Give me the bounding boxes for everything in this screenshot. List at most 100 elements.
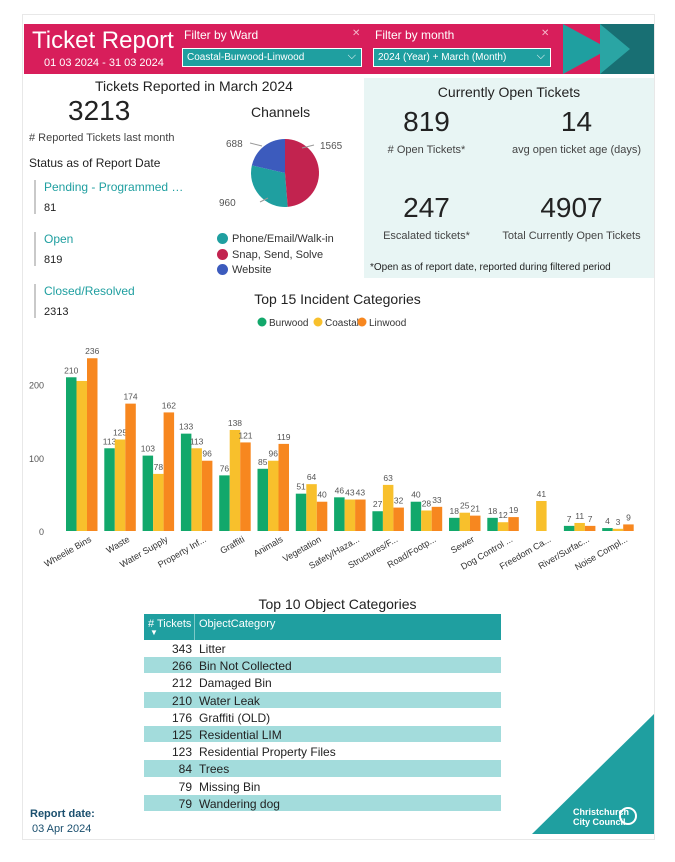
bar-value-label: 3 (616, 517, 621, 527)
bar-burwood (104, 448, 115, 531)
bar-coastal (382, 484, 394, 531)
legend-dot-icon (313, 317, 323, 327)
bar-value-label: 96 (269, 449, 279, 459)
cell-category: Residential LIM (199, 727, 282, 742)
table-row: 79 Missing Bin (144, 778, 501, 795)
bar-value-label: 236 (85, 346, 99, 356)
date-range: 01 03 2024 - 31 03 2024 (44, 57, 164, 69)
open-tickets-panel: Currently Open Tickets 819 # Open Ticket… (364, 78, 654, 278)
bar-burwood (449, 517, 460, 531)
bar-coastal (574, 522, 585, 531)
bar-value-label: 125 (113, 428, 127, 438)
ward-filter-select[interactable]: Coastal-Burwood-Linwood ⌵ (182, 48, 362, 67)
cell-tickets: 266 (171, 659, 192, 674)
bar-value-label: 32 (394, 496, 404, 506)
open-tickets-title: Currently Open Tickets (437, 84, 581, 100)
legend-label: Phone/Email/Walk-in (232, 233, 334, 245)
x-tick-label: Wheelie Bins (43, 534, 94, 569)
bar-value-label: 11 (575, 511, 584, 521)
bar-burwood (563, 525, 575, 531)
bar-chart-title: Top 15 Incident Categories (254, 291, 421, 307)
table-body: 343 Litter 266 Bin Not Collected 212 Damaged … (144, 640, 501, 812)
y-tick-label: 0 (39, 527, 44, 537)
bar-coastal (536, 500, 547, 531)
bar-linwood (316, 501, 328, 531)
bar-coastal (191, 448, 202, 531)
dot-icon (217, 249, 228, 260)
bar-coastal (229, 429, 241, 531)
bar-value-label: 76 (220, 463, 230, 473)
report-date-value: 03 Apr 2024 (32, 823, 92, 835)
open-count: 819 (403, 106, 450, 137)
month-filter-select[interactable]: 2024 (Year) + March (Month) ⌵ (373, 48, 551, 67)
bar-burwood (410, 501, 422, 531)
bar-value-label: 113 (190, 436, 204, 446)
escalated-caption: Escalated tickets* (383, 230, 470, 242)
bar-value-label: 46 (335, 485, 345, 495)
logo-line: City Council (573, 817, 626, 827)
bar-burwood (142, 455, 154, 531)
y-tick-label: 100 (29, 454, 44, 464)
y-tick-label: 200 (29, 381, 44, 391)
column-divider (194, 614, 195, 640)
status-value: 2313 (44, 306, 69, 318)
report-title: Ticket Report (32, 27, 174, 54)
cell-category: Missing Bin (199, 779, 261, 794)
open-footnote: *Open as of report date, reported during… (370, 262, 611, 273)
bar-burwood (180, 433, 192, 531)
incident-bar-chart: Burwood Coastal Linwood 0 100 200 210 236 Wheeli… (29, 317, 634, 572)
pie-leader-line (301, 144, 315, 149)
bar-value-label: 41 (537, 489, 547, 499)
bar-coastal (612, 528, 624, 531)
bar-value-label: 18 (488, 506, 498, 516)
pie-slice-snap[interactable] (285, 139, 320, 207)
status-label: Open (44, 232, 74, 246)
pie-slice-phone[interactable] (251, 165, 288, 207)
bar-coastal (497, 522, 509, 531)
pie-slice-website[interactable] (251, 139, 285, 173)
ward-filter-clear-icon[interactable]: ✕ (352, 28, 361, 39)
bar-linwood (201, 460, 213, 531)
legend-label: Website (232, 264, 272, 276)
status-value: 81 (44, 202, 57, 214)
bar-value-label: 7 (588, 514, 593, 524)
dot-icon (217, 233, 228, 244)
open-count-caption: # Open Tickets* (387, 144, 466, 156)
col-header-tickets[interactable]: # Tickets (148, 618, 192, 630)
table-header: # Tickets ▼ ObjectCategory (144, 614, 501, 640)
reported-title: Tickets Reported in March 2024 (95, 78, 293, 94)
bar-value-label: 133 (179, 422, 193, 432)
legend-website: Website (217, 264, 272, 276)
cell-tickets: 210 (171, 693, 192, 708)
status-value: 819 (44, 254, 63, 266)
bar-value-label: 113 (103, 436, 117, 446)
legend-label: Snap, Send, Solve (232, 249, 324, 261)
month-filter-value: 2024 (Year) + March (Month) (378, 52, 507, 63)
x-tick-label: Graffiti (218, 534, 246, 556)
bar-value-label: 43 (356, 488, 366, 498)
col-header-category[interactable]: ObjectCategory (199, 618, 276, 630)
cell-tickets: 343 (171, 642, 192, 656)
bar-value-label: 85 (258, 457, 268, 467)
report-frame (22, 14, 655, 840)
month-filter-clear-icon[interactable]: ✕ (541, 28, 550, 39)
avg-age-caption: avg open ticket age (days) (511, 144, 642, 156)
bar-value-label: 103 (141, 444, 155, 454)
bar-value-label: 78 (154, 462, 164, 472)
report-date-label: Report date: (30, 808, 95, 820)
cell-category: Wandering dog (199, 796, 280, 811)
bar-value-label: 9 (626, 512, 631, 522)
total-open: 4907 (540, 192, 603, 223)
sort-desc-icon[interactable]: ▼ (150, 628, 158, 637)
bar-value-label: 138 (228, 418, 242, 428)
bar-value-label: 28 (422, 499, 432, 509)
council-logo: Christchurch City Council (573, 807, 637, 827)
cell-category: Damaged Bin (199, 676, 272, 691)
logo-icon (619, 807, 637, 825)
bar-value-label: 19 (509, 505, 519, 515)
ward-filter-value: Coastal-Burwood-Linwood (187, 52, 305, 63)
bar-linwood (163, 412, 175, 531)
legend-dot-icon (357, 317, 367, 327)
bar-value-label: 4 (605, 516, 610, 526)
pie-label-web: 688 (226, 139, 243, 150)
